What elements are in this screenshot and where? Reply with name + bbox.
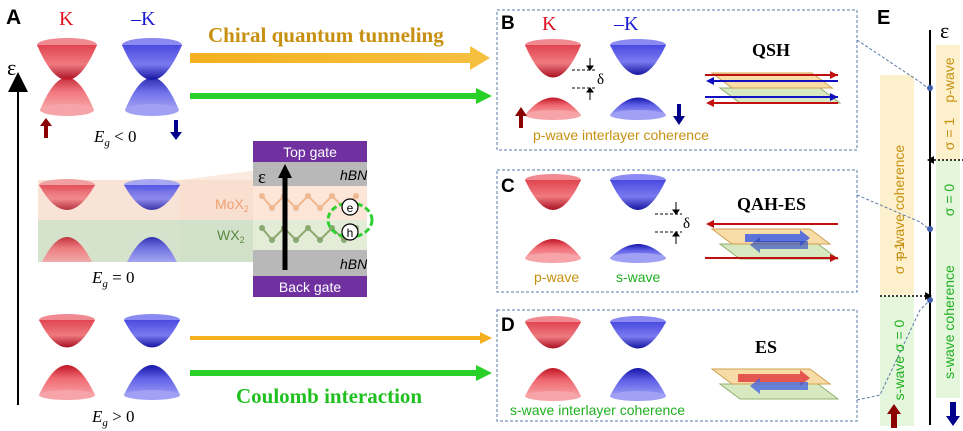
s-wave-coherence-strip bbox=[936, 160, 960, 398]
panel-e-dashed-connectors bbox=[856, 39, 931, 401]
eg-zero-label: Eg = 0 bbox=[91, 268, 134, 290]
sigma-one-label-left: σ = 1 bbox=[891, 242, 907, 275]
k-label-b: K bbox=[542, 13, 557, 35]
phase-point-qsh bbox=[927, 85, 933, 91]
electron-circle bbox=[341, 198, 359, 216]
delta-label-c: δ bbox=[683, 216, 690, 232]
panel-d-frame bbox=[496, 309, 858, 422]
top-gate-bar bbox=[253, 141, 367, 162]
spin-up-arrow-e bbox=[887, 404, 901, 428]
device-schematic: Top gate hBN MoX2 WX2 hBN Back gate ε bbox=[215, 141, 374, 297]
chiral-tunneling-arrow bbox=[190, 46, 490, 70]
band-kprime-panel-c bbox=[610, 174, 666, 263]
eg-positive-label: Eg > 0 bbox=[91, 407, 134, 429]
band-kprime-panel-b bbox=[610, 39, 666, 120]
back-gate-bar bbox=[253, 276, 367, 297]
hbn-top-layer bbox=[253, 162, 367, 186]
hole-label: h bbox=[347, 226, 354, 240]
hbn-bottom-label: hBN bbox=[340, 256, 368, 272]
spin-up-arrow-a bbox=[40, 118, 52, 138]
delta-label-b: δ bbox=[597, 72, 604, 88]
phase-point-es bbox=[927, 297, 933, 303]
kprime-label-a: –K bbox=[130, 8, 156, 30]
panel-d-label: D bbox=[501, 315, 515, 336]
qah-es-label: QAH-ES bbox=[737, 194, 806, 214]
hbn-top-label: hBN bbox=[340, 167, 368, 183]
band-kprime-panel-d bbox=[610, 316, 666, 401]
back-gate-label: Back gate bbox=[279, 279, 341, 295]
band-k-panel-c bbox=[525, 174, 581, 263]
band-kprime-eg-positive bbox=[124, 314, 180, 400]
s-wave-sigma-zero-strip bbox=[880, 296, 914, 426]
band-k-panel-b bbox=[525, 39, 581, 120]
band-k-panel-d bbox=[525, 316, 581, 401]
panel-a-label: A bbox=[6, 6, 21, 29]
spin-down-arrow-b bbox=[673, 104, 685, 125]
p-wave-sigma-one-strip bbox=[936, 45, 960, 160]
kprime-label-b: –K bbox=[613, 13, 639, 35]
hbn-bottom-layer bbox=[253, 250, 367, 276]
lower-green-arrow bbox=[190, 365, 492, 381]
device-energy-symbol: ε bbox=[258, 167, 266, 188]
energy-symbol-a: ε bbox=[7, 55, 16, 80]
delta-gap-marker-c bbox=[655, 202, 682, 244]
phase-point-qah-es bbox=[927, 226, 933, 232]
electron-label: e bbox=[347, 201, 354, 215]
band-k-eg-positive bbox=[39, 314, 95, 400]
es-bilayer-illustration bbox=[710, 368, 840, 400]
s-wave-label-c: s-wave bbox=[616, 269, 661, 285]
boundary-upper-arrow bbox=[927, 156, 934, 164]
upper-green-arrow bbox=[190, 88, 492, 104]
panel-c-label: C bbox=[501, 176, 515, 197]
chiral-tunneling-label: Chiral quantum tunneling bbox=[208, 23, 444, 47]
wx2-shade-wedge bbox=[180, 220, 258, 262]
energy-symbol-e: ε bbox=[940, 18, 949, 43]
p-wave-label-c: p-wave bbox=[534, 269, 579, 285]
boundary-lower-arrow bbox=[925, 292, 932, 300]
delta-gap-marker-b bbox=[572, 58, 596, 100]
panel-e-label: E bbox=[877, 7, 890, 29]
spin-down-arrow-e bbox=[946, 402, 960, 426]
qsh-bilayer-illustration bbox=[705, 71, 842, 107]
coulomb-interaction-label: Coulomb interaction bbox=[236, 384, 422, 408]
panel-b-caption: p-wave interlayer coherence bbox=[533, 127, 709, 143]
mox2-label: MoX2 bbox=[215, 196, 249, 214]
band-k-eg-zero bbox=[39, 179, 95, 262]
qsh-label: QSH bbox=[752, 40, 790, 60]
band-kprime-eg-zero bbox=[124, 179, 180, 262]
panel-b-label: B bbox=[501, 13, 515, 34]
band-kprime-eg-negative bbox=[122, 38, 182, 116]
es-label: ES bbox=[755, 337, 777, 357]
top-gate-label: Top gate bbox=[283, 144, 337, 160]
p-wave-coherence-label: p-wave coherence bbox=[891, 145, 907, 260]
s-wave-sigma-zero-label: s-wave σ = 0 bbox=[891, 319, 907, 400]
device-energy-arrowhead bbox=[278, 164, 292, 178]
qah-es-bilayer-illustration bbox=[705, 220, 840, 262]
hole-circle bbox=[341, 223, 359, 241]
spin-down-arrow-a bbox=[170, 120, 182, 140]
wx2-label: WX2 bbox=[217, 227, 245, 245]
panel-c-frame bbox=[496, 169, 858, 293]
spin-up-arrow-b bbox=[515, 107, 527, 128]
band-k-eg-negative bbox=[37, 38, 97, 116]
p-wave-label-e: p-wave bbox=[941, 57, 957, 102]
sigma-one-label-right: σ = 1 bbox=[941, 118, 957, 151]
thin-gold-arrow bbox=[190, 332, 492, 344]
eg-negative-label: Eg < 0 bbox=[93, 127, 136, 149]
panel-b-frame bbox=[496, 9, 858, 151]
p-wave-coherence-strip bbox=[880, 75, 914, 295]
s-wave-coherence-label: s-wave coherence bbox=[941, 265, 957, 379]
sigma-zero-label: σ = 0 bbox=[941, 184, 957, 217]
k-label-a: K bbox=[59, 8, 74, 30]
mox2-shade-wedge bbox=[180, 170, 258, 220]
panel-d-caption: s-wave interlayer coherence bbox=[510, 402, 685, 418]
